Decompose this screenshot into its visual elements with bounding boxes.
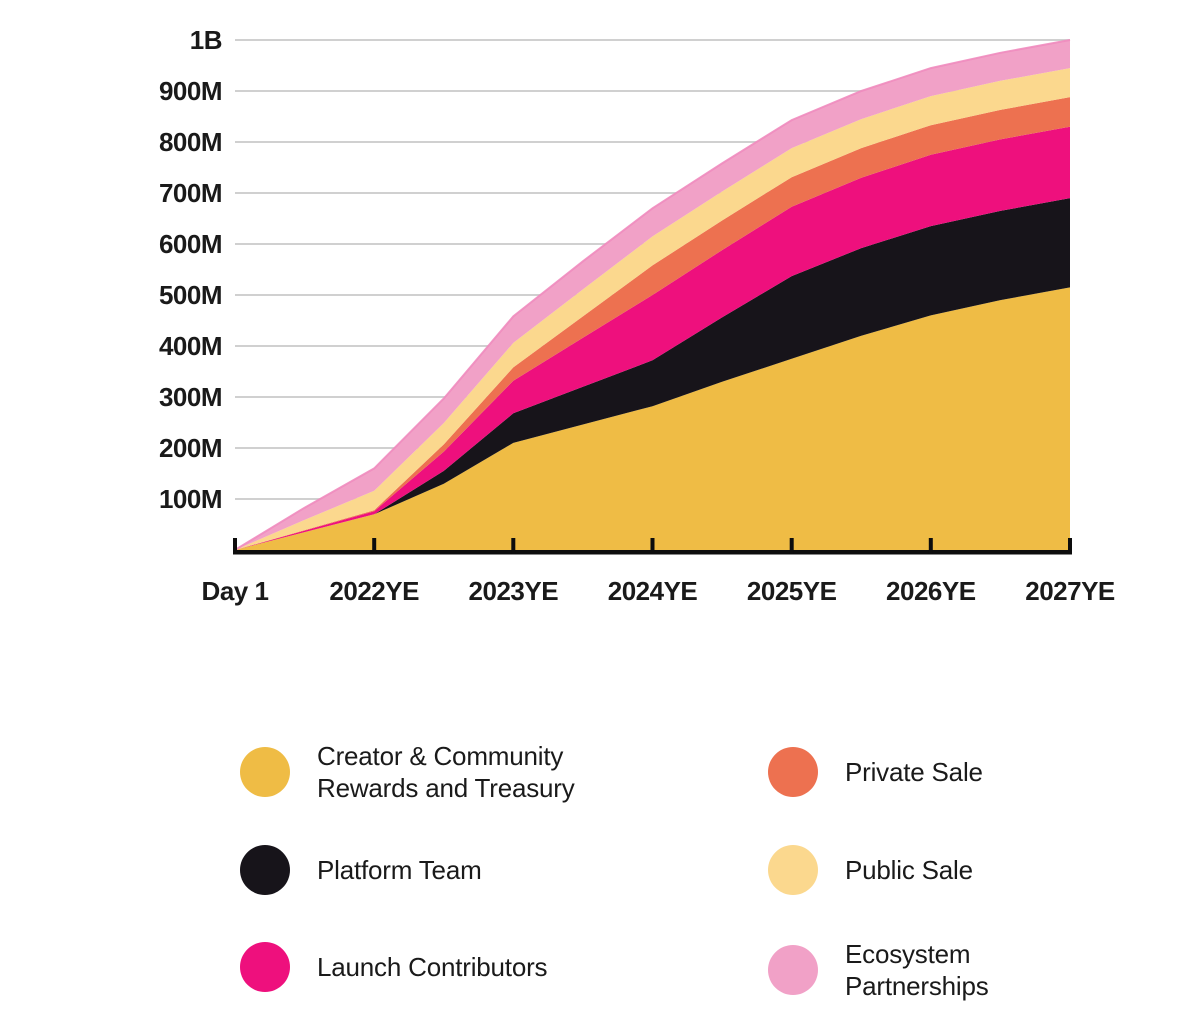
legend-label-platform-team: Platform Team	[317, 855, 482, 885]
x-axis-tick-2025YE	[789, 538, 794, 554]
x-axis-tick-Day-1	[233, 538, 237, 554]
legend-item-platform-team: Platform Team	[240, 845, 482, 895]
legend-item-ecosystem-partnerships: Ecosystem Partnerships	[768, 938, 989, 1002]
legend-item-launch-contributors: Launch Contributors	[240, 942, 548, 992]
stack-top-edge	[234, 39, 1071, 551]
x-tick-label-2027YE: 2027YE	[1025, 576, 1115, 606]
y-tick-label-500M: 500M	[159, 280, 222, 310]
y-tick-label-900M: 900M	[159, 76, 222, 106]
x-tick-label-2024YE: 2024YE	[608, 576, 698, 606]
area-ecosystem-partnerships	[235, 40, 1070, 550]
x-axis-tick-2024YE	[650, 538, 655, 554]
legend-item-private-sale: Private Sale	[768, 747, 983, 797]
legend-swatch-platform-team	[240, 845, 290, 895]
y-tick-label-200M: 200M	[159, 433, 222, 463]
y-tick-label-400M: 400M	[159, 331, 222, 361]
area-platform-team	[235, 198, 1070, 550]
legend-item-creator-community: Creator & Community Rewards and Treasury	[240, 740, 575, 804]
y-tick-label-700M: 700M	[159, 178, 222, 208]
legend-label-ecosystem-partnerships: Ecosystem Partnerships	[845, 939, 989, 1001]
legend-swatch-launch-contributors	[240, 942, 290, 992]
legend-label-launch-contributors: Launch Contributors	[317, 952, 548, 982]
x-tick-label-2026YE: 2026YE	[886, 576, 976, 606]
x-axis-tick-2026YE	[928, 538, 933, 554]
y-tick-label-600M: 600M	[159, 229, 222, 259]
x-axis-tick-2023YE	[511, 538, 516, 554]
y-tick-label-800M: 800M	[159, 127, 222, 157]
y-tick-label-100M: 100M	[159, 484, 222, 514]
x-axis-tick-2027YE	[1068, 538, 1072, 554]
x-tick-label-2025YE: 2025YE	[747, 576, 837, 606]
legend-swatch-creator-community	[240, 747, 290, 797]
area-public-sale	[235, 68, 1070, 550]
legend-label-private-sale: Private Sale	[845, 757, 983, 787]
area-private-sale	[235, 97, 1070, 550]
legend-label-public-sale: Public Sale	[845, 855, 973, 885]
legend-swatch-private-sale	[768, 747, 818, 797]
x-tick-label-2023YE: 2023YE	[469, 576, 559, 606]
legend-label-creator-community: Creator & Community Rewards and Treasury	[317, 741, 575, 803]
legend-swatch-public-sale	[768, 845, 818, 895]
legend-swatch-ecosystem-partnerships	[768, 945, 818, 995]
area-creator-community	[235, 287, 1070, 550]
stacked-area-chart: Day 1 2022YE 2023YE 2024YE 2025YE 2026YE 2027Y…	[159, 25, 1115, 606]
legend-item-public-sale: Public Sale	[768, 845, 973, 895]
x-tick-label-2022YE: 2022YE	[329, 576, 419, 606]
x-axis-tick-2022YE	[372, 538, 377, 554]
area-launch-contributors	[235, 126, 1070, 550]
x-tick-label-Day-1: Day 1	[202, 576, 269, 606]
y-tick-label-300M: 300M	[159, 382, 222, 412]
y-tick-label-1B: 1B	[190, 25, 222, 55]
